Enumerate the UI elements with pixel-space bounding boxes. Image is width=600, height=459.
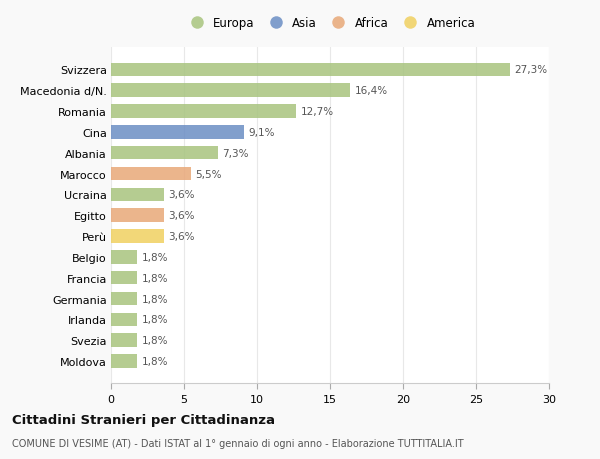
Text: 9,1%: 9,1%: [248, 128, 275, 138]
Text: Cittadini Stranieri per Cittadinanza: Cittadini Stranieri per Cittadinanza: [12, 413, 275, 426]
Bar: [111, 105, 296, 118]
Bar: [111, 146, 218, 160]
Text: 3,6%: 3,6%: [168, 231, 194, 241]
Text: 1,8%: 1,8%: [142, 294, 168, 304]
Bar: [111, 209, 164, 223]
Bar: [111, 126, 244, 140]
Text: 3,6%: 3,6%: [168, 190, 194, 200]
Text: 1,8%: 1,8%: [142, 356, 168, 366]
Bar: [111, 188, 164, 202]
Bar: [111, 230, 164, 243]
Text: COMUNE DI VESIME (AT) - Dati ISTAT al 1° gennaio di ogni anno - Elaborazione TUT: COMUNE DI VESIME (AT) - Dati ISTAT al 1°…: [12, 438, 464, 448]
Text: 1,8%: 1,8%: [142, 252, 168, 262]
Bar: [111, 313, 137, 326]
Text: 12,7%: 12,7%: [301, 107, 334, 117]
Text: 1,8%: 1,8%: [142, 315, 168, 325]
Text: 7,3%: 7,3%: [222, 148, 248, 158]
Text: 3,6%: 3,6%: [168, 211, 194, 221]
Bar: [111, 84, 350, 98]
Bar: [111, 354, 137, 368]
Bar: [111, 292, 137, 306]
Text: 1,8%: 1,8%: [142, 273, 168, 283]
Bar: [111, 271, 137, 285]
Text: 1,8%: 1,8%: [142, 336, 168, 346]
Text: 16,4%: 16,4%: [355, 86, 388, 96]
Text: 5,5%: 5,5%: [196, 169, 222, 179]
Legend: Europa, Asia, Africa, America: Europa, Asia, Africa, America: [181, 14, 479, 34]
Bar: [111, 63, 509, 77]
Bar: [111, 334, 137, 347]
Bar: [111, 168, 191, 181]
Bar: [111, 251, 137, 264]
Text: 27,3%: 27,3%: [514, 65, 547, 75]
